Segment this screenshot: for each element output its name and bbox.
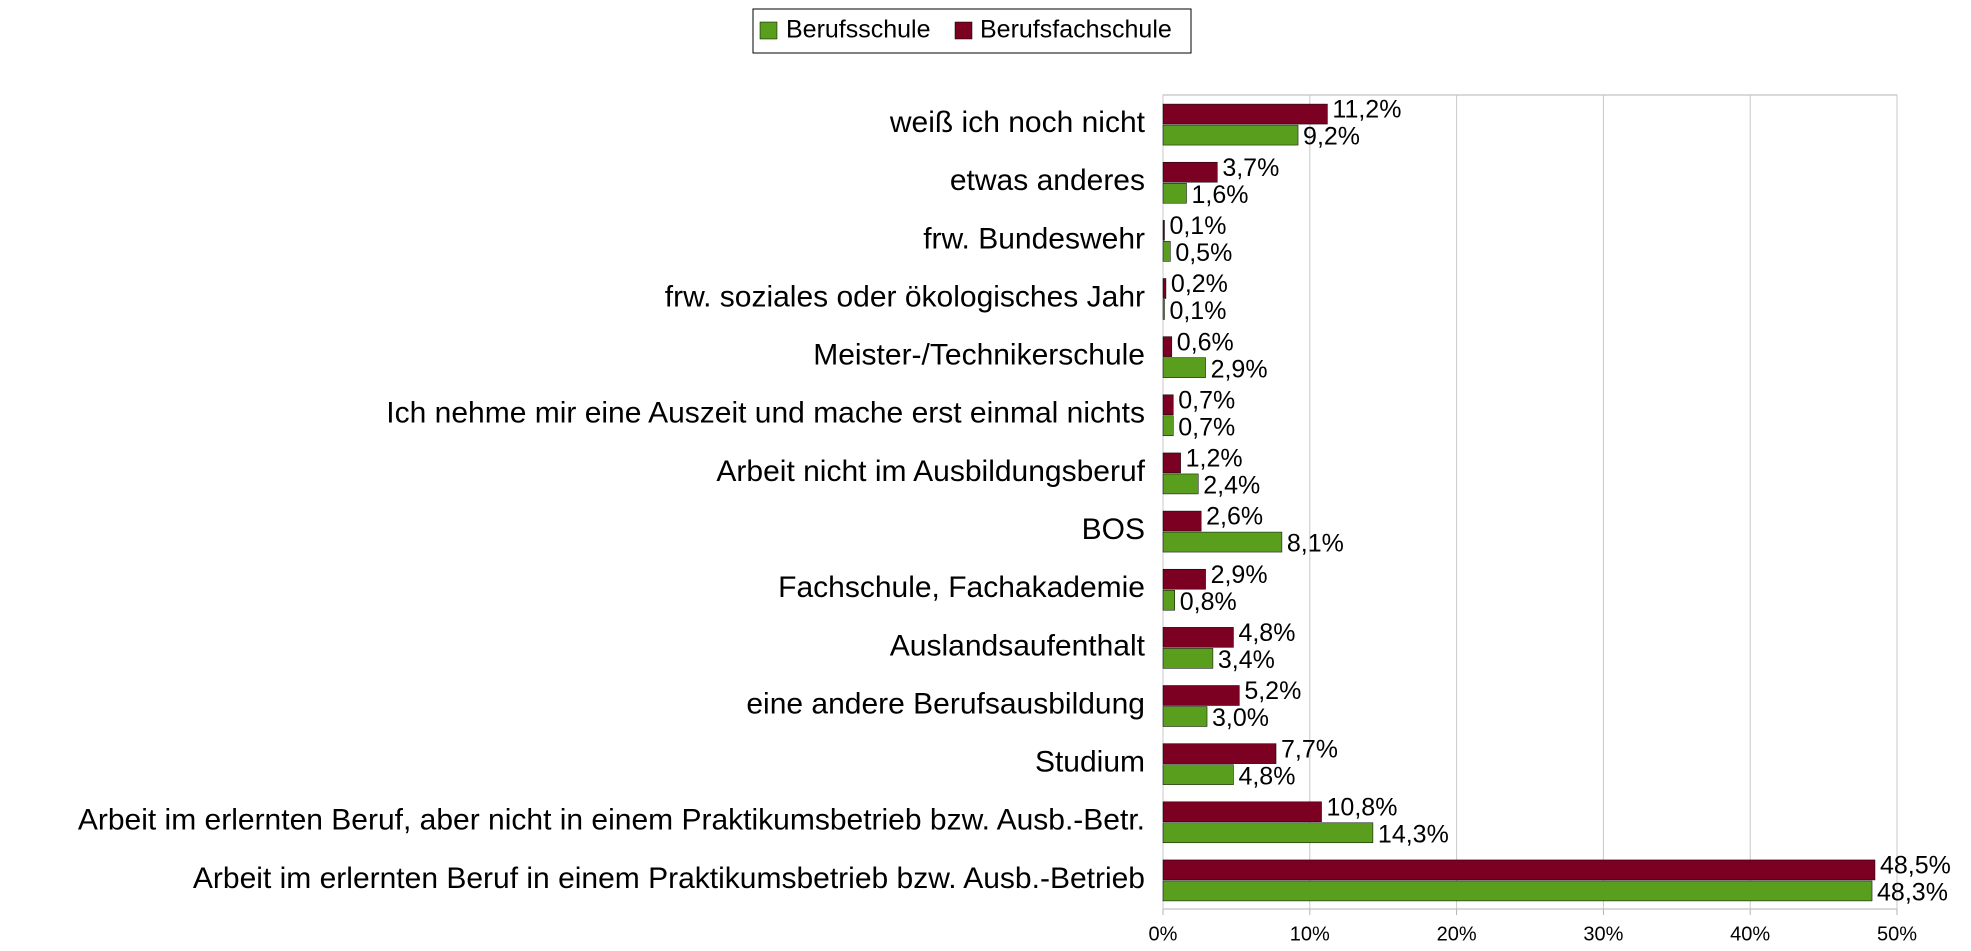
legend-label: Berufsschule (786, 16, 931, 44)
data-label: 1,6% (1191, 181, 1248, 209)
bar (1162, 103, 1328, 125)
data-label: 14,3% (1378, 820, 1449, 848)
data-label: 0,2% (1171, 270, 1228, 298)
bar (1162, 299, 1165, 320)
bar (1162, 452, 1181, 474)
bar (1162, 336, 1173, 357)
y-tick-label: Arbeit nicht im Ausbildungsberuf (716, 455, 1145, 488)
bar (1162, 568, 1206, 590)
bar (1162, 648, 1214, 669)
y-tick-label: Ich nehme mir eine Auszeit und mache ers… (386, 397, 1145, 430)
x-tick-label: 30% (1583, 923, 1623, 945)
bar (1162, 124, 1299, 146)
data-label: 5,2% (1244, 677, 1301, 705)
bar (1162, 357, 1206, 378)
bar (1162, 743, 1277, 764)
data-label: 3,7% (1222, 154, 1279, 182)
data-label: 2,9% (1211, 355, 1268, 383)
legend-swatch (954, 21, 973, 40)
y-tick-label: Auslandsaufenthalt (890, 629, 1146, 662)
y-tick-label: etwas anderes (950, 164, 1145, 197)
data-label: 0,1% (1169, 297, 1226, 325)
data-label: 10,8% (1327, 793, 1398, 821)
bar (1162, 589, 1175, 611)
data-label: 48,3% (1877, 879, 1948, 907)
legend-label: Berufsfachschule (980, 16, 1172, 44)
data-label: 3,4% (1218, 646, 1275, 674)
x-tick-label: 50% (1877, 923, 1917, 945)
data-label: 4,8% (1238, 762, 1295, 790)
data-label: 8,1% (1287, 530, 1344, 558)
bar (1162, 510, 1202, 532)
bar (1162, 220, 1165, 241)
y-tick-label: BOS (1082, 513, 1145, 546)
bar (1162, 706, 1208, 727)
bar (1162, 161, 1218, 183)
data-label: 0,5% (1175, 239, 1232, 267)
bar (1162, 685, 1240, 706)
x-tick-label: 20% (1437, 923, 1477, 945)
data-label: 0,7% (1178, 386, 1235, 414)
data-label: 1,2% (1186, 445, 1243, 473)
bar (1162, 764, 1234, 785)
bar (1162, 394, 1174, 416)
data-label: 2,6% (1206, 503, 1263, 531)
bar (1162, 801, 1322, 823)
bar (1162, 627, 1234, 648)
bar (1162, 880, 1873, 902)
bar (1162, 182, 1187, 204)
y-tick-label: Fachschule, Fachakademie (778, 571, 1145, 604)
bar (1162, 415, 1174, 437)
data-label: 2,9% (1211, 561, 1268, 589)
y-tick-label: weiß ich noch nicht (889, 106, 1146, 139)
data-label: 9,2% (1303, 123, 1360, 151)
data-label: 0,6% (1177, 328, 1234, 356)
data-label: 7,7% (1281, 735, 1338, 763)
data-label: 0,7% (1178, 413, 1235, 441)
bar (1162, 531, 1283, 553)
y-tick-label: Studium (1035, 746, 1145, 779)
bar (1162, 241, 1171, 262)
y-tick-label: Meister-/Technikerschule (813, 339, 1145, 372)
bar (1162, 859, 1876, 881)
legend-swatch (759, 21, 778, 40)
data-label: 48,5% (1880, 852, 1951, 880)
y-tick-label: frw. Bundeswehr (923, 222, 1145, 255)
x-tick-label: 0% (1149, 923, 1178, 945)
data-label: 11,2% (1332, 96, 1401, 124)
data-label: 3,0% (1212, 704, 1269, 732)
x-tick-label: 10% (1290, 923, 1330, 945)
bar (1162, 822, 1374, 844)
bar (1162, 473, 1199, 495)
data-label: 0,1% (1169, 212, 1226, 240)
y-tick-label: Arbeit im erlernten Beruf in einem Prakt… (193, 862, 1145, 895)
bar (1162, 278, 1167, 299)
y-tick-label: frw. soziales oder ökologisches Jahr (665, 280, 1145, 313)
y-tick-label: Arbeit im erlernten Beruf, aber nicht in… (78, 804, 1145, 837)
x-tick-label: 40% (1730, 923, 1770, 945)
y-tick-label: eine andere Berufsausbildung (746, 687, 1145, 720)
data-label: 4,8% (1238, 619, 1295, 647)
data-label: 2,4% (1203, 472, 1260, 500)
data-label: 0,8% (1180, 588, 1237, 616)
